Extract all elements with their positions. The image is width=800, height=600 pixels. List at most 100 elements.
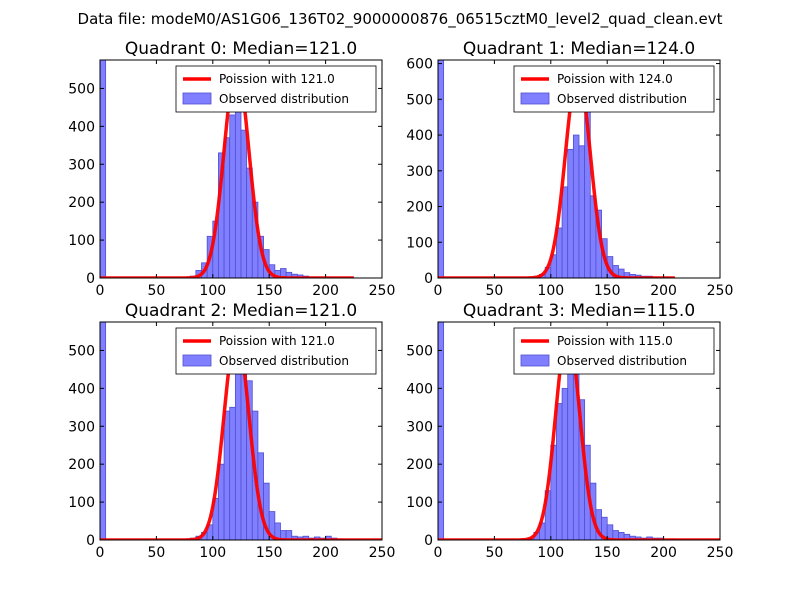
plot-frame: [99, 321, 383, 541]
legend-bar-swatch: [520, 354, 550, 367]
y-tick-label: 200: [68, 195, 95, 211]
x-tick-label: 150: [256, 545, 283, 561]
x-tick-label: 100: [537, 545, 564, 561]
y-tick-label: 400: [406, 381, 433, 397]
histogram-bar: [100, 60, 107, 278]
x-tick-label: 150: [594, 545, 621, 561]
histogram-bar: [223, 410, 231, 540]
x-tick-label: 0: [96, 283, 105, 299]
y-tick-label: 500: [68, 81, 95, 97]
y-tick-label: 500: [406, 92, 433, 108]
legend-label-observed: Observed distribution: [219, 92, 349, 106]
y-tick-label: 0: [86, 533, 95, 549]
y-tick-label: 200: [406, 457, 433, 473]
poisson-curve: [438, 330, 720, 540]
quadrant-panel-2: 0 50 100 150 200 250 0 100 200 300 400 500 Quadrant …: [68, 301, 395, 561]
histogram-bar: [229, 406, 236, 540]
panel-title: Quadrant 0: Median=121.0: [125, 39, 357, 59]
legend-bar-swatch: [182, 354, 212, 367]
x-tick-label: 250: [369, 545, 396, 561]
x-tick-label: 200: [312, 545, 339, 561]
plot-content: [438, 322, 720, 540]
x-tick-label: 0: [96, 545, 105, 561]
legend-label-observed: Observed distribution: [219, 354, 349, 368]
y-tick-label: 0: [86, 271, 95, 287]
panel-title: Quadrant 2: Median=121.0: [125, 301, 357, 321]
legend-label-poisson: Poission with 124.0: [557, 72, 673, 86]
y-tick-label: 300: [406, 164, 433, 180]
histogram-bar: [578, 145, 586, 278]
histogram-bar: [561, 387, 569, 540]
legend-label-poisson: Poission with 121.0: [219, 72, 335, 86]
y-tick-label: 300: [68, 157, 95, 173]
legend-bar-swatch: [182, 92, 212, 105]
x-tick-label: 50: [147, 283, 165, 299]
y-tick-label: 400: [68, 381, 95, 397]
legend: Poission with 121.0 Observed distribution: [175, 65, 377, 113]
x-tick-label: 200: [312, 283, 339, 299]
x-tick-label: 0: [434, 545, 443, 561]
y-tick-label: 400: [68, 119, 95, 135]
x-tick-label: 50: [485, 545, 503, 561]
x-tick-label: 250: [707, 545, 734, 561]
x-tick-label: 250: [707, 283, 734, 299]
x-tick-label: 250: [369, 283, 396, 299]
quadrant-panel-1: 0 50 100 150 200 250 0 100 200 300 400 500 600 Quadra…: [406, 39, 733, 299]
histogram-bar: [438, 322, 445, 540]
x-tick-label: 150: [594, 283, 621, 299]
poisson-curve: [100, 65, 355, 278]
panel-title: Quadrant 1: Median=124.0: [463, 39, 695, 59]
legend-label-poisson: Poission with 121.0: [219, 334, 335, 348]
legend: Poission with 115.0 Observed distribution: [513, 327, 715, 375]
histogram-bar: [572, 134, 580, 278]
x-tick-label: 100: [199, 545, 226, 561]
legend-label-observed: Observed distribution: [557, 354, 687, 368]
histogram-bar: [240, 129, 248, 278]
x-tick-label: 150: [256, 283, 283, 299]
y-tick-label: 400: [406, 128, 433, 144]
x-tick-label: 100: [537, 283, 564, 299]
y-tick-label: 0: [424, 271, 433, 287]
histogram-bar: [234, 95, 242, 278]
plot-content: [100, 60, 355, 278]
panel-title: Quadrant 3: Median=115.0: [463, 301, 695, 321]
legend-label-poisson: Poission with 115.0: [557, 334, 673, 348]
y-tick-label: 300: [68, 419, 95, 435]
plot-frame: [99, 59, 383, 279]
figure-suptitle: Data file: modeM0/AS1G06_136T02_90000008…: [78, 10, 723, 29]
legend-bar-swatch: [520, 92, 550, 105]
y-tick-label: 500: [406, 343, 433, 359]
poisson-curve: [438, 70, 676, 278]
legend: Poission with 121.0 Observed distribution: [175, 327, 377, 375]
plot-frame: [437, 59, 721, 279]
x-tick-label: 0: [434, 283, 443, 299]
histogram-bar: [438, 60, 445, 278]
histogram-bar: [556, 403, 563, 540]
histogram-bar: [567, 148, 574, 278]
plot-content: [438, 60, 676, 278]
y-tick-label: 100: [68, 495, 95, 511]
y-tick-label: 100: [68, 233, 95, 249]
x-tick-label: 200: [650, 283, 677, 299]
x-tick-label: 200: [650, 545, 677, 561]
histogram-bar: [100, 322, 107, 540]
legend-label-observed: Observed distribution: [557, 92, 687, 106]
y-tick-label: 100: [406, 495, 433, 511]
y-tick-label: 200: [406, 200, 433, 216]
x-tick-label: 100: [199, 283, 226, 299]
legend: Poission with 124.0 Observed distribution: [513, 65, 715, 113]
quadrant-panel-0: 0 50 100 150 200 250 0 100 200 300 400 500 Quadrant …: [68, 39, 395, 299]
y-tick-label: 300: [406, 419, 433, 435]
plot-frame: [437, 321, 721, 541]
y-tick-label: 200: [68, 457, 95, 473]
panels: 0 50 100 150 200 2500100200300400500Quadrant …: [68, 39, 733, 561]
histogram-bar: [234, 357, 242, 540]
x-tick-label: 50: [147, 545, 165, 561]
histogram-bar: [229, 114, 236, 278]
y-tick-label: 600: [406, 57, 433, 73]
y-tick-label: 100: [406, 235, 433, 251]
x-tick-label: 50: [485, 283, 503, 299]
y-tick-label: 500: [68, 343, 95, 359]
y-tick-label: 0: [424, 533, 433, 549]
